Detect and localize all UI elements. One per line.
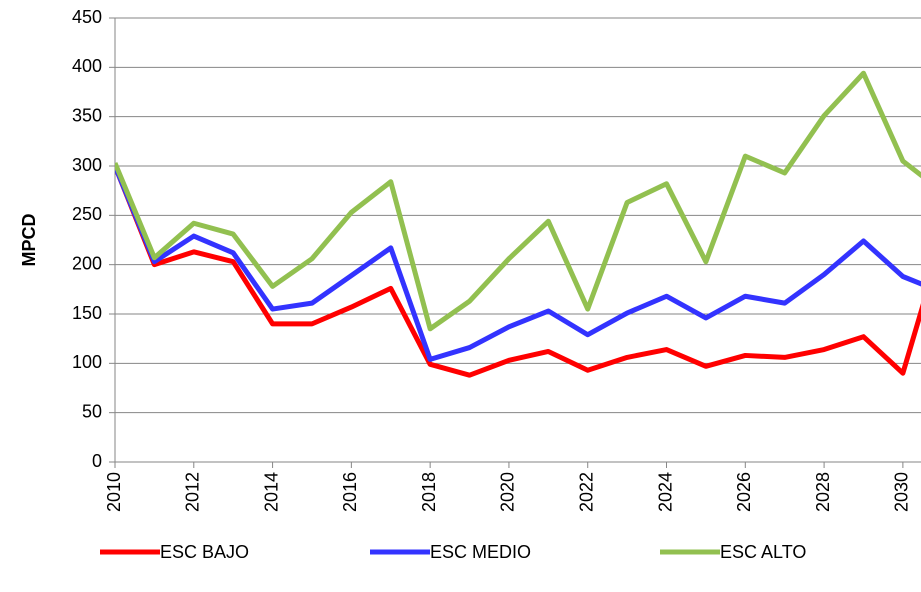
x-tick-label: 2018 [419,472,439,512]
x-tick-label: 2030 [892,472,912,512]
y-tick-label: 200 [72,253,102,273]
y-tick-label: 0 [92,451,102,471]
x-tick-label: 2020 [498,472,518,512]
x-tick-label: 2010 [104,472,124,512]
y-tick-label: 100 [72,352,102,372]
x-tick-label: 2028 [813,472,833,512]
legend-label: ESC ALTO [720,542,806,562]
plot-area [115,70,921,378]
y-tick-label: 400 [72,56,102,76]
x-tick-label: 2022 [576,472,596,512]
series-line [115,70,921,332]
x-tick-label: 2014 [261,472,281,512]
x-tick-label: 2016 [340,472,360,512]
y-tick-label: 150 [72,303,102,323]
series-line [115,165,921,362]
x-tick-label: 2026 [734,472,754,512]
y-tick-label: 250 [72,204,102,224]
legend-label: ESC BAJO [160,542,249,562]
y-tick-label: 350 [72,105,102,125]
series-line [115,165,921,378]
y-tick-label: 50 [82,401,102,421]
y-tick-label: 450 [72,7,102,27]
y-axis-label: MPCD [19,214,39,267]
x-tick-label: 2024 [655,472,675,512]
x-tick-label: 2012 [183,472,203,512]
legend-label: ESC MEDIO [430,542,531,562]
y-tick-label: 300 [72,155,102,175]
